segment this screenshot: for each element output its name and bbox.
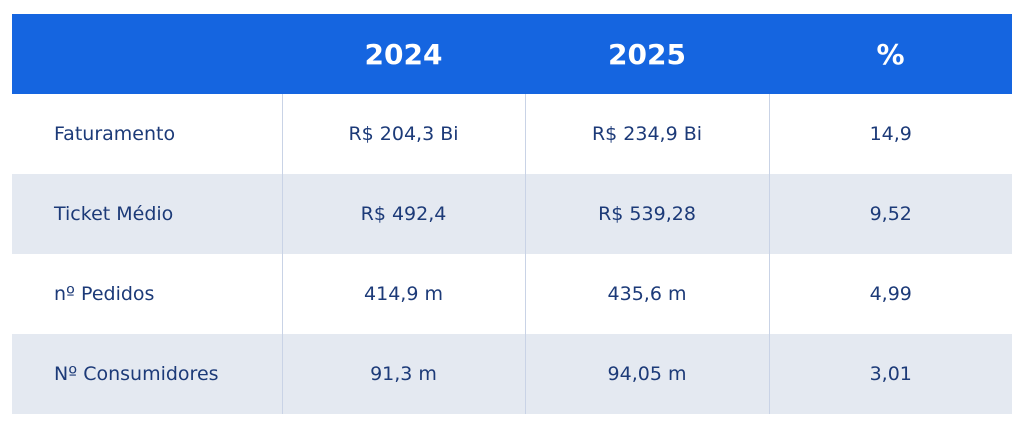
cell-percent: 4,99: [768, 254, 1012, 334]
row-label: Ticket Médio: [12, 174, 282, 254]
cell-2025: 94,05 m: [524, 334, 769, 414]
header-cell-2024: 2024: [282, 14, 525, 94]
cell-percent: 9,52: [768, 174, 1012, 254]
header-cell-2025: 2025: [525, 14, 769, 94]
table-row-pedidos: nº Pedidos 414,9 m 435,6 m 4,99: [12, 254, 1012, 334]
comparison-table-container: 2024 2025 % Faturamento R$ 204,3 Bi R$ 2…: [12, 14, 1012, 414]
cell-2024: 91,3 m: [281, 334, 525, 414]
cell-2024: R$ 204,3 Bi: [281, 94, 525, 174]
table-row-ticket-medio: Ticket Médio R$ 492,4 R$ 539,28 9,52: [12, 174, 1012, 254]
cell-percent: 14,9: [768, 94, 1012, 174]
cell-2025: R$ 234,9 Bi: [524, 94, 769, 174]
row-label: Nº Consumidores: [12, 334, 282, 414]
table-row-consumidores: Nº Consumidores 91,3 m 94,05 m 3,01: [12, 334, 1012, 414]
cell-2025: 435,6 m: [524, 254, 769, 334]
table-row-faturamento: Faturamento R$ 204,3 Bi R$ 234,9 Bi 14,9: [12, 94, 1012, 174]
cell-percent: 3,01: [768, 334, 1012, 414]
cell-2024: 414,9 m: [281, 254, 525, 334]
row-label: nº Pedidos: [12, 254, 282, 334]
comparison-table: 2024 2025 % Faturamento R$ 204,3 Bi R$ 2…: [12, 14, 1012, 414]
cell-2025: R$ 539,28: [524, 174, 769, 254]
table-header-row: 2024 2025 %: [12, 14, 1012, 94]
header-cell-label: [12, 14, 282, 94]
header-cell-percent: %: [769, 14, 1012, 94]
row-label: Faturamento: [12, 94, 282, 174]
cell-2024: R$ 492,4: [281, 174, 525, 254]
